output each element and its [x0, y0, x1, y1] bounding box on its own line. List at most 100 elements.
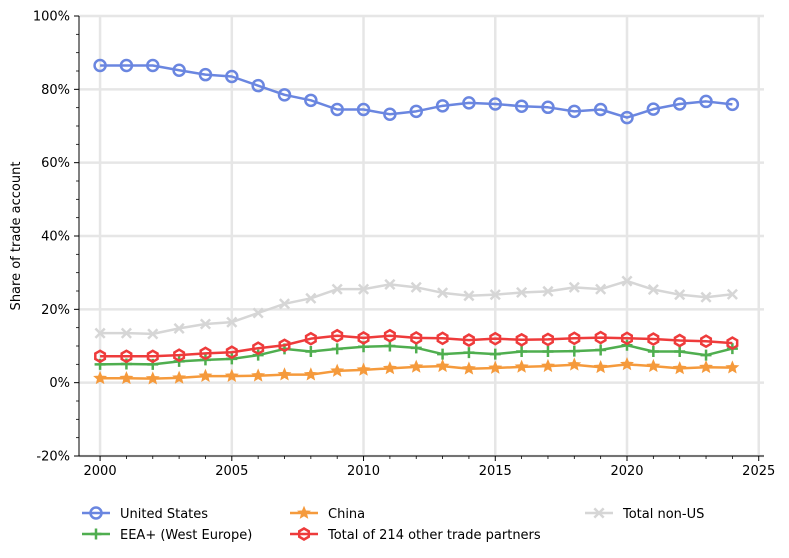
series-line: [100, 334, 733, 358]
data-point: [593, 102, 608, 117]
data-point: [278, 298, 291, 310]
data-point: [93, 58, 107, 73]
data-point: [305, 292, 317, 304]
data-point: [277, 367, 292, 381]
data-point: [647, 346, 659, 357]
data-point: [94, 349, 107, 364]
data-point: [278, 338, 291, 353]
data-point: [119, 58, 134, 73]
data-point: [199, 318, 212, 330]
data-point: [225, 345, 238, 360]
legend-label: EEA+ (West Europe): [120, 528, 252, 543]
data-point: [699, 94, 713, 109]
data-point: [437, 348, 449, 360]
data-point: [173, 322, 185, 334]
data-point: [568, 281, 580, 293]
data-point: [593, 359, 608, 374]
data-point: [462, 96, 476, 110]
data-point: [436, 331, 449, 346]
axes: [74, 15, 764, 461]
data-point: [173, 348, 186, 363]
data-point: [383, 328, 396, 343]
data-point: [646, 102, 661, 116]
data-point: [593, 507, 605, 519]
legend-item: China: [290, 505, 365, 522]
data-point: [700, 349, 712, 361]
y-tick-label: 100%: [33, 10, 70, 25]
data-point: [541, 358, 555, 373]
data-point: [541, 332, 554, 347]
data-point: [461, 361, 476, 375]
data-point: [674, 289, 686, 301]
y-tick-label: 0%: [49, 376, 70, 391]
legend-item: Total non-US: [585, 507, 704, 522]
data-point: [226, 316, 238, 328]
data-point: [437, 287, 449, 299]
y-tick-label: 60%: [41, 156, 70, 171]
y-tick-label: 80%: [41, 83, 70, 98]
data-point: [699, 359, 713, 374]
data-point: [297, 527, 311, 541]
data-point: [435, 358, 450, 373]
data-point: [146, 58, 160, 73]
data-point: [331, 328, 344, 343]
data-point: [621, 275, 633, 287]
data-point: [409, 359, 424, 373]
y-tick-label: 40%: [41, 230, 70, 245]
data-point: [516, 346, 528, 357]
data-point: [225, 69, 239, 84]
data-point: [410, 281, 422, 293]
data-point: [252, 341, 265, 356]
data-point: [673, 333, 686, 348]
data-point: [463, 347, 475, 359]
data-point: [700, 334, 713, 349]
data-point: [330, 363, 345, 377]
data-point: [725, 360, 740, 374]
data-point: [198, 67, 213, 82]
data-point: [515, 332, 528, 347]
data-point: [726, 288, 738, 300]
legend-label: Total non-US: [622, 507, 704, 522]
data-point: [94, 327, 106, 339]
x-tick-label: 2005: [215, 464, 248, 479]
data-point: [541, 100, 555, 115]
data-point: [331, 343, 343, 355]
data-point: [568, 345, 580, 357]
data-point: [356, 362, 371, 376]
data-point: [224, 368, 239, 382]
data-point: [120, 349, 133, 364]
data-point: [383, 107, 397, 122]
data-point: [331, 283, 343, 295]
data-point: [356, 102, 371, 117]
data-point: [297, 505, 311, 519]
data-point: [409, 104, 423, 119]
x-tick-label: 2015: [479, 464, 512, 479]
data-point: [145, 371, 160, 385]
data-point: [172, 63, 186, 78]
data-point: [647, 332, 660, 346]
data-point: [120, 358, 132, 370]
legend-label: China: [328, 507, 365, 522]
data-point: [542, 285, 554, 297]
data-point: [489, 348, 501, 360]
data-point: [146, 349, 159, 364]
data-point: [595, 283, 607, 295]
data-point: [568, 331, 581, 346]
y-tick-label: 20%: [41, 303, 70, 318]
data-point: [120, 327, 132, 339]
data-point: [330, 102, 344, 117]
data-point: [382, 361, 397, 375]
series-united-states: [93, 58, 740, 125]
data-point: [251, 78, 265, 93]
y-axis-label: Share of trade account: [9, 162, 24, 311]
data-point: [647, 283, 659, 296]
data-point: [93, 370, 108, 385]
data-point: [252, 349, 264, 361]
data-point: [567, 357, 582, 371]
data-point: [594, 330, 607, 345]
data-point: [199, 346, 212, 361]
legend-label: United States: [120, 507, 208, 522]
series-china: [93, 357, 740, 385]
data-point: [489, 289, 501, 301]
data-point: [700, 291, 712, 303]
